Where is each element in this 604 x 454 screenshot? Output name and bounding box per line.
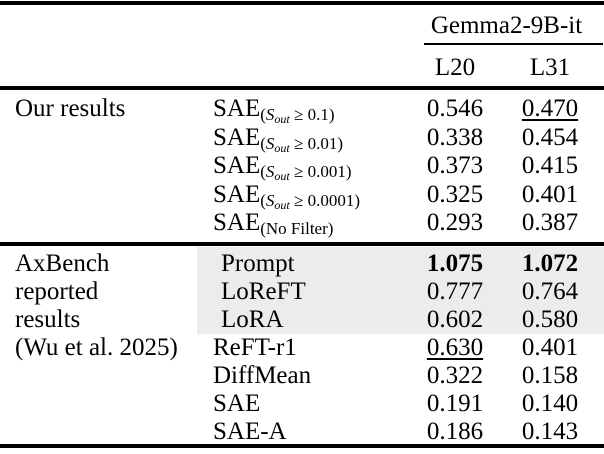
group-label-line: AxBench xyxy=(15,250,110,277)
table-row: SAE(Sout ≥ 0.001) 0.373 0.415 xyxy=(0,152,604,183)
value-l20: 0.186 xyxy=(426,418,484,445)
value-l20: 0.293 xyxy=(426,209,484,236)
value-l20: 0.546 xyxy=(426,95,484,122)
column-header-l20: L20 xyxy=(434,54,476,81)
value-l31: 0.401 xyxy=(521,334,579,361)
value-l20: 0.602 xyxy=(426,306,484,333)
group-label-line: (Wu et al. 2025) xyxy=(15,334,178,361)
group-label-line: results xyxy=(15,306,81,333)
top-rule xyxy=(0,1,604,5)
value-l31: 0.580 xyxy=(521,306,579,333)
method-label: DiffMean xyxy=(213,362,312,389)
table-row: LoRA 0.602 0.580 xyxy=(0,306,604,334)
method-label: LoRA xyxy=(221,306,284,333)
method-label: SAE(Sout ≥ 0.01) xyxy=(213,124,343,155)
method-label: Prompt xyxy=(221,250,295,277)
table-row: SAE(Sout ≥ 0.0001) 0.325 0.401 xyxy=(0,181,604,212)
value-l20: 0.777 xyxy=(426,278,484,305)
value-l31: 0.415 xyxy=(521,152,579,179)
value-l31: 1.072 xyxy=(521,250,579,277)
value-l31: 0.387 xyxy=(521,209,579,236)
table-row: SAE(No Filter) 0.293 0.387 xyxy=(0,209,604,238)
value-l20: 0.325 xyxy=(426,181,484,208)
table-row: LoReFT 0.777 0.764 xyxy=(0,278,604,306)
table-row: SAE-A 0.186 0.143 xyxy=(0,418,604,446)
value-l20: 0.191 xyxy=(426,390,484,417)
method-label: ReFT-r1 xyxy=(213,334,297,361)
method-label: SAE-A xyxy=(213,418,287,445)
value-l31: 0.143 xyxy=(521,418,579,445)
method-label: LoReFT xyxy=(221,278,306,305)
group-label-line: reported xyxy=(15,278,99,305)
value-l20: 0.373 xyxy=(426,152,484,179)
cmidrule xyxy=(424,43,603,45)
table-row: SAE(Sout ≥ 0.01) 0.338 0.454 xyxy=(0,124,604,155)
value-l31: 0.140 xyxy=(521,390,579,417)
table-row: DiffMean 0.322 0.158 xyxy=(0,362,604,390)
method-label: SAE(Sout ≥ 0.0001) xyxy=(213,181,360,212)
model-group-header: Gemma2-9B-it xyxy=(430,12,583,39)
group-label-our-results: Our results xyxy=(15,95,126,122)
value-l20: 1.075 xyxy=(426,250,484,277)
bottom-rule xyxy=(0,444,604,448)
table-row: SAE 0.191 0.140 xyxy=(0,390,604,418)
section-rule xyxy=(0,242,604,246)
column-header-l31: L31 xyxy=(529,54,571,81)
method-label: SAE(Sout ≥ 0.001) xyxy=(213,152,352,183)
value-l31: 0.470 xyxy=(521,95,579,122)
value-l20: 0.630 xyxy=(426,334,484,361)
method-label: SAE(Sout ≥ 0.1) xyxy=(213,95,335,126)
header-rule xyxy=(0,86,604,90)
table-row: ReFT-r1 0.630 0.401 xyxy=(0,334,604,362)
method-label: SAE(No Filter) xyxy=(213,209,334,238)
table-row: SAE(Sout ≥ 0.1) 0.546 0.470 xyxy=(0,95,604,126)
method-label: SAE xyxy=(213,390,261,417)
value-l31: 0.764 xyxy=(521,278,579,305)
highlight-band xyxy=(197,247,604,334)
value-l20: 0.322 xyxy=(426,362,484,389)
value-l31: 0.158 xyxy=(521,362,579,389)
value-l31: 0.454 xyxy=(521,124,579,151)
value-l31: 0.401 xyxy=(521,181,579,208)
table-row: Prompt 1.075 1.072 xyxy=(0,250,604,278)
value-l20: 0.338 xyxy=(426,124,484,151)
